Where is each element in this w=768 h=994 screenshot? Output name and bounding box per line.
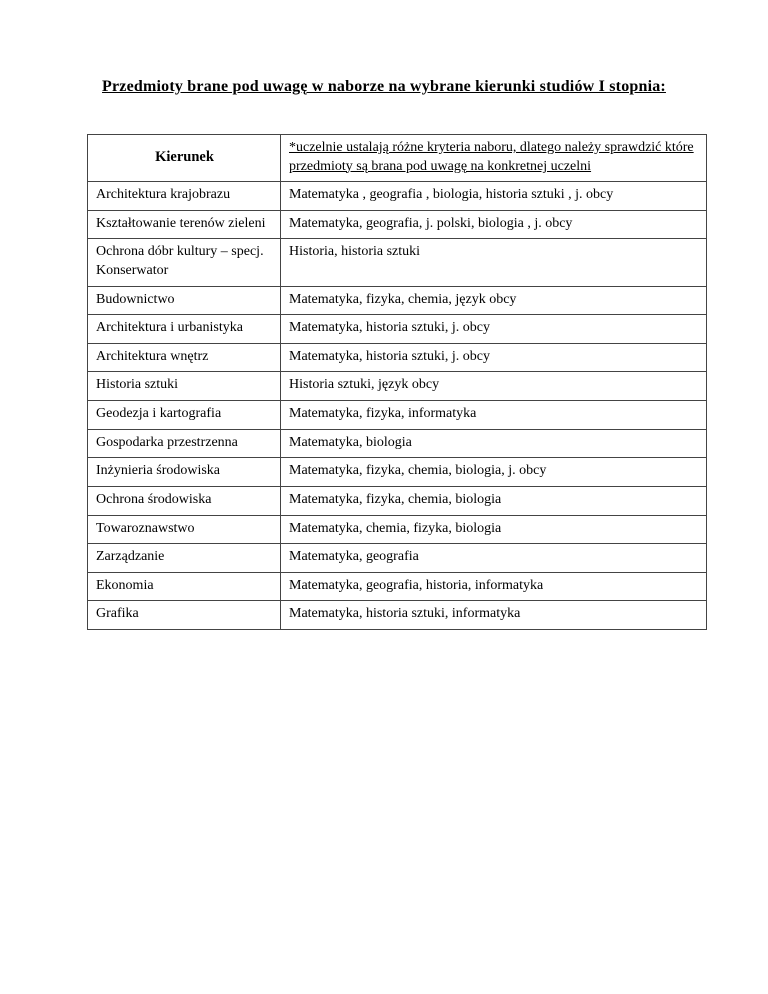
przedmioty-cell: Matematyka, geografia, j. polski, biolog…: [280, 209, 707, 240]
table-row: Kształtowanie terenów zieleni Matematyka…: [87, 209, 707, 240]
kierunek-cell: Architektura i urbanistyka: [87, 314, 281, 344]
kierunek-cell: Historia sztuki: [87, 371, 281, 402]
kierunek-cell: Ekonomia: [87, 571, 281, 602]
przedmioty-cell: Matematyka, fizyka, chemia, biologia, j.…: [280, 457, 707, 487]
przedmioty-cell: Historia sztuki, język obcy: [280, 371, 707, 402]
przedmioty-cell: Matematyka, fizyka, chemia, biologia: [280, 485, 707, 516]
kierunek-cell: Inżynieria środowiska: [87, 457, 281, 487]
table-row: Ekonomia Matematyka, geografia, historia…: [87, 571, 707, 602]
przedmioty-cell: Matematyka, fizyka, informatyka: [280, 400, 707, 430]
table-row: Grafika Matematyka, historia sztuki, inf…: [87, 600, 707, 630]
table-row: Geodezja i kartografia Matematyka, fizyk…: [87, 400, 707, 430]
table-row: Ochrona środowiska Matematyka, fizyka, c…: [87, 485, 707, 516]
przedmioty-cell: Matematyka, fizyka, chemia, język obcy: [280, 285, 707, 316]
kierunek-cell: Ochrona środowiska: [87, 485, 281, 516]
kierunek-cell: Geodezja i kartografia: [87, 400, 281, 430]
table-row: Budownictwo Matematyka, fizyka, chemia, …: [87, 285, 707, 316]
kierunek-cell: Architektura krajobrazu: [87, 181, 281, 211]
kierunek-cell: Zarządzanie: [87, 543, 281, 573]
table-row: Zarządzanie Matematyka, geografia: [87, 543, 707, 573]
przedmioty-cell: Matematyka, geografia: [280, 543, 707, 573]
table-row: Architektura i urbanistyka Matematyka, h…: [87, 314, 707, 344]
header-cell-note: *uczelnie ustalają różne kryteria naboru…: [280, 133, 707, 183]
table-body: Architektura krajobrazu Matematyka , geo…: [87, 181, 707, 630]
przedmioty-cell: Matematyka, chemia, fizyka, biologia: [280, 514, 707, 545]
przedmioty-cell: Matematyka, historia sztuki, j. obcy: [280, 314, 707, 344]
przedmioty-cell: Matematyka , geografia , biologia, histo…: [280, 181, 707, 211]
kierunek-cell: Gospodarka przestrzenna: [87, 428, 281, 459]
kierunek-cell: Ochrona dóbr kultury – specj. Konserwato…: [87, 238, 281, 287]
table-row: Gospodarka przestrzenna Matematyka, biol…: [87, 428, 707, 459]
przedmioty-cell: Matematyka, historia sztuki, j. obcy: [280, 342, 707, 373]
table-row: Architektura wnętrz Matematyka, historia…: [87, 342, 707, 373]
header-cell-kierunek: Kierunek: [87, 133, 281, 183]
header-note-text: *uczelnie ustalają różne kryteria naboru…: [289, 140, 694, 174]
przedmioty-cell: Matematyka, historia sztuki, informatyka: [280, 600, 707, 630]
table-row: Inżynieria środowiska Matematyka, fizyka…: [87, 457, 707, 487]
table-row: Historia sztuki Historia sztuki, język o…: [87, 371, 707, 402]
kierunek-cell: Towaroznawstwo: [87, 514, 281, 545]
przedmioty-cell: Matematyka, geografia, historia, informa…: [280, 571, 707, 602]
kierunek-cell: Kształtowanie terenów zieleni: [87, 209, 281, 240]
kierunek-cell: Budownictwo: [87, 285, 281, 316]
page-title: Przedmioty brane pod uwagę w naborze na …: [102, 78, 666, 95]
kierunek-cell: Architektura wnętrz: [87, 342, 281, 373]
przedmioty-cell: Matematyka, biologia: [280, 428, 707, 459]
table-header-row: Kierunek *uczelnie ustalają różne kryter…: [87, 133, 707, 183]
table-row: Towaroznawstwo Matematyka, chemia, fizyk…: [87, 514, 707, 545]
table-row: Architektura krajobrazu Matematyka , geo…: [87, 181, 707, 211]
przedmioty-cell: Historia, historia sztuki: [280, 238, 707, 287]
kierunek-cell: Grafika: [87, 600, 281, 630]
subjects-table: Kierunek *uczelnie ustalają różne kryter…: [87, 133, 707, 630]
table-row: Ochrona dóbr kultury – specj. Konserwato…: [87, 238, 707, 287]
